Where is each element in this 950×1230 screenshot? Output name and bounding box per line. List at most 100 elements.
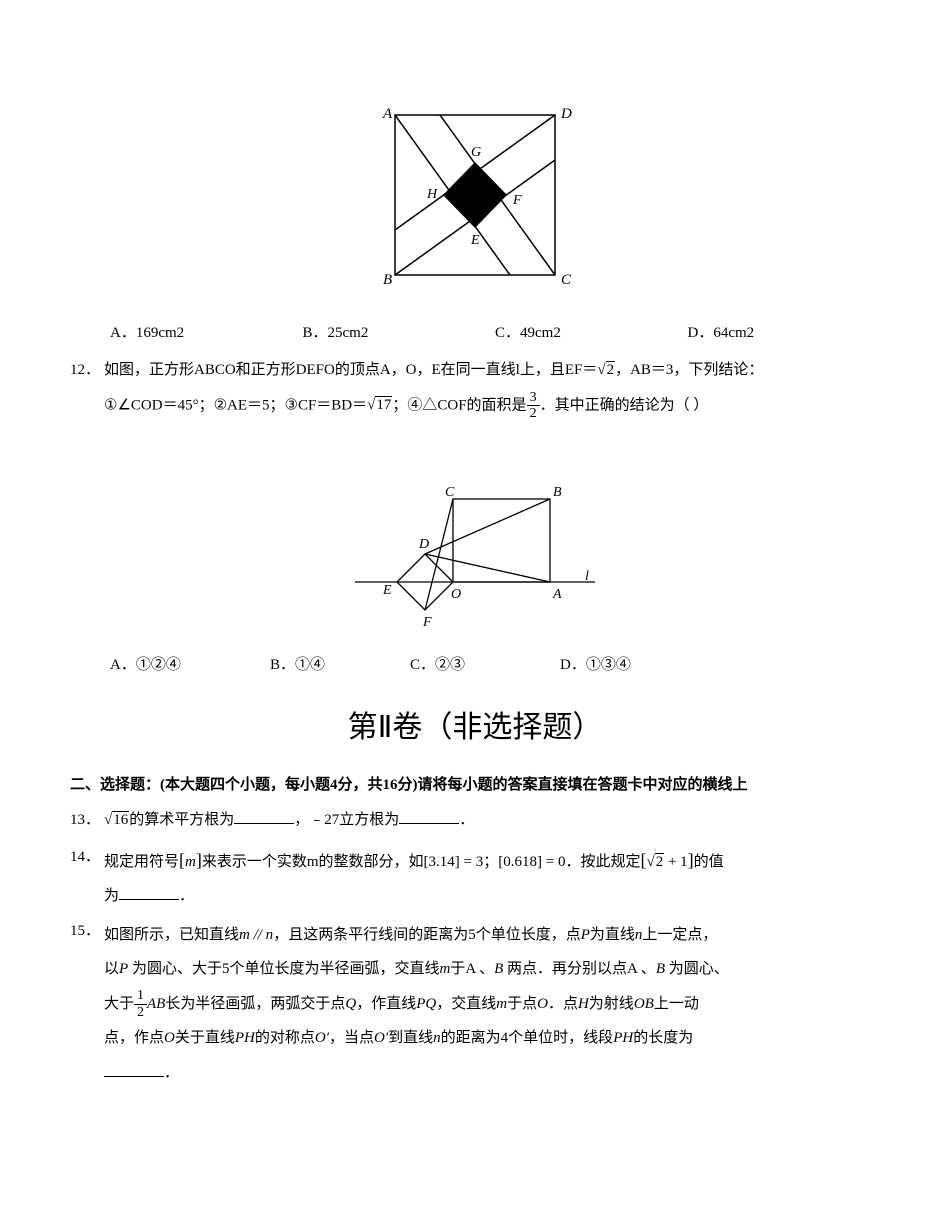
q15-Op2: O′ <box>374 1030 388 1046</box>
q15-l1: 如图所示，已知直线 <box>104 927 239 943</box>
svg-text:D: D <box>560 106 572 122</box>
q15: 15． 如图所示，已知直线m // n，且这两条平行线间的距离为5个单位长度，点… <box>70 918 880 1091</box>
q15-l3e: 于点 <box>507 996 537 1012</box>
q12-text-1a: 如图，正方形ABCO和正方形DEFO的顶点A，O，E在同一直线l上，且EF＝ <box>104 362 597 378</box>
svg-text:O: O <box>451 587 461 602</box>
q14-sep: ； <box>483 854 498 870</box>
q15-l4f: 的距离为4个单位时，线段 <box>441 1030 614 1046</box>
q15-m3: m <box>496 996 507 1012</box>
svg-text:A: A <box>552 587 562 602</box>
q15-l3g: 为射线 <box>589 996 634 1012</box>
q15-l2g: 为圆心、 <box>665 961 729 977</box>
svg-text:H: H <box>426 187 438 202</box>
square-efgh-figure: A D B C G H F E <box>365 100 585 300</box>
q11-opt-b: B．25cm2 <box>303 320 496 347</box>
q12-num: 12． <box>70 357 104 384</box>
q15-l4a: 点，作点 <box>104 1030 164 1046</box>
q13-body: 16的算术平方根为，﹣27立方根为． <box>104 807 880 834</box>
q14-line2: 为． <box>70 883 880 910</box>
q15-B2: B <box>656 961 665 977</box>
q14-e: ． <box>179 888 194 904</box>
q12-options: A．①②④ B．①④ C．②③ D．①③④ <box>70 652 880 679</box>
blank-4 <box>104 1062 164 1077</box>
q15-p2: P <box>119 961 128 977</box>
q15-AB: AB <box>147 996 165 1012</box>
q13-a: 的算术平方根为 <box>129 812 234 828</box>
q14-ex2: [0.618] = 0 <box>498 854 565 870</box>
sqrt-icon: 2 <box>597 357 615 384</box>
fraction-1-2: 12 <box>134 988 147 1020</box>
q15-l3c: ，作直线 <box>356 996 416 1012</box>
q14-sqrt2: 2 <box>655 853 665 870</box>
q15-l3d: ，交直线 <box>436 996 496 1012</box>
q15-l4c: 的对称点 <box>255 1030 315 1046</box>
q12-line2: ①∠COD＝45°；②AE＝5；③CF＝BD＝17；④△COF的面积是32．其中… <box>70 390 880 422</box>
q14-ex1: [3.14] = 3 <box>424 854 484 870</box>
q15-body: 如图所示，已知直线m // n，且这两条平行线间的距离为5个单位长度，点P为直线… <box>104 918 880 1091</box>
svg-text:E: E <box>382 583 392 598</box>
section-2-instructions: 二、选择题：(本大题四个小题，每小题4分，共16分)请将每小题的答案直接填在答题… <box>70 771 880 800</box>
blank-1 <box>234 809 294 824</box>
q15-l4b: 关于直线 <box>175 1030 235 1046</box>
q13-c: ． <box>459 812 474 828</box>
q15-l3h: 上一动 <box>654 996 699 1012</box>
q11-figure: A D B C G H F E <box>70 100 880 310</box>
frac-num: 1 <box>134 988 147 1004</box>
q15-Op: O′ <box>315 1030 329 1046</box>
q15-OB: OB <box>634 996 654 1012</box>
q12-figure: C B D E O A l F <box>70 482 880 642</box>
q15-PH2: PH <box>613 1030 633 1046</box>
q15-O: O <box>537 996 548 1012</box>
frac-num: 3 <box>527 390 540 406</box>
sqrt-icon: 17 <box>367 392 392 419</box>
q11-options: A．169cm2 B．25cm2 C．49cm2 D．64cm2 <box>70 320 880 347</box>
q14-m: m <box>185 854 196 870</box>
q14-a: 规定用符号 <box>104 854 179 870</box>
q14-num: 14． <box>70 844 104 871</box>
blank-2 <box>399 809 459 824</box>
q15-mn: m // n <box>239 927 273 943</box>
q12: 12． 如图，正方形ABCO和正方形DEFO的顶点A，O，E在同一直线l上，且E… <box>70 357 880 384</box>
svg-text:F: F <box>422 615 432 630</box>
q15-O2: O <box>164 1030 175 1046</box>
q15-l3a: 大于 <box>104 996 134 1012</box>
q15-A: A <box>465 961 475 977</box>
q12-opt-a: A．①②④ <box>110 652 270 679</box>
q14-c: ．按此规定 <box>565 854 640 870</box>
q12-sqrt2: 2 <box>606 361 616 378</box>
q15-A2: A <box>627 961 637 977</box>
q12-text-2c: ．其中正确的结论为（ ） <box>540 397 709 413</box>
svg-text:l: l <box>585 569 589 584</box>
q14-body: 规定用符号[m]来表示一个实数m的整数部分，如[3.14] = 3；[0.618… <box>104 844 880 876</box>
q15-l1b: ，且这两条平行线间的距离为5个单位长度，点 <box>273 927 581 943</box>
sqrt-icon: 16 <box>104 807 129 834</box>
squares-line-figure: C B D E O A l F <box>345 482 605 632</box>
q15-l2e: 两点．再分别以点 <box>503 961 627 977</box>
blank-3 <box>119 885 179 900</box>
svg-text:E: E <box>470 233 480 248</box>
q11-opt-c: C．49cm2 <box>495 320 688 347</box>
q14-l2: 为 <box>104 888 119 904</box>
q15-l2c: 于 <box>450 961 465 977</box>
q15-l2b: 为圆心、大于5个单位长度为半径画弧，交直线 <box>128 961 439 977</box>
section-2-title: 第Ⅱ卷（非选择题） <box>70 701 880 755</box>
q15-n2: n <box>433 1030 441 1046</box>
q14: 14． 规定用符号[m]来表示一个实数m的整数部分，如[3.14] = 3；[0… <box>70 844 880 876</box>
q15-l4e: 到直线 <box>388 1030 433 1046</box>
q15-PQ: PQ <box>416 996 436 1012</box>
q15-l4g: 的长度为 <box>633 1030 693 1046</box>
q11-opt-d: D．64cm2 <box>688 320 881 347</box>
q15-B: B <box>494 961 503 977</box>
fraction-3-2: 32 <box>527 390 540 422</box>
svg-text:B: B <box>383 272 392 288</box>
svg-text:G: G <box>471 145 481 160</box>
q12-opt-b: B．①④ <box>270 652 410 679</box>
q15-num: 15． <box>70 918 104 945</box>
q15-H: H <box>578 996 589 1012</box>
q15-Q: Q <box>345 996 356 1012</box>
q12-opt-c: C．②③ <box>410 652 560 679</box>
q12-body: 如图，正方形ABCO和正方形DEFO的顶点A，O，E在同一直线l上，且EF＝2，… <box>104 357 880 384</box>
q12-opt-d: D．①③④ <box>560 652 631 679</box>
q12-text-2a: ①∠COD＝45°；②AE＝5；③CF＝BD＝ <box>104 397 367 413</box>
q15-PH: PH <box>235 1030 255 1046</box>
